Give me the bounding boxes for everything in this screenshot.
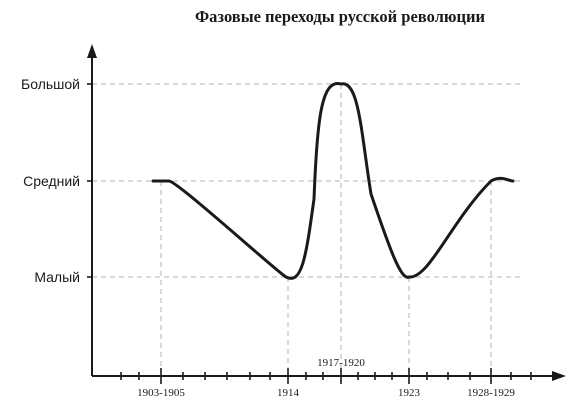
x-tick-label: 1928-1929 bbox=[467, 387, 515, 399]
x-tick-label: 1903-1905 bbox=[137, 387, 185, 399]
y-tick-label: Средний bbox=[23, 173, 80, 189]
x-tick-label: 1923 bbox=[398, 387, 421, 399]
y-axis-arrow-icon bbox=[87, 44, 97, 58]
y-tick-labels: Малый Средний Большой bbox=[21, 76, 92, 285]
x-axis-arrow-icon bbox=[552, 371, 566, 381]
y-tick-label: Большой bbox=[21, 76, 80, 92]
axes bbox=[87, 44, 566, 381]
x-tick-label: 1917-1920 bbox=[317, 357, 365, 369]
x-ticks bbox=[120, 368, 532, 384]
y-tick-label: Малый bbox=[34, 269, 80, 285]
x-tick-labels: 1903-1905 1914 1917-1920 1923 1928-1929 bbox=[137, 357, 515, 399]
x-tick-label: 1914 bbox=[277, 387, 300, 399]
grid bbox=[92, 83, 520, 376]
series-line bbox=[151, 82, 515, 280]
chart-title: Фазовые переходы русской революции bbox=[195, 7, 486, 26]
